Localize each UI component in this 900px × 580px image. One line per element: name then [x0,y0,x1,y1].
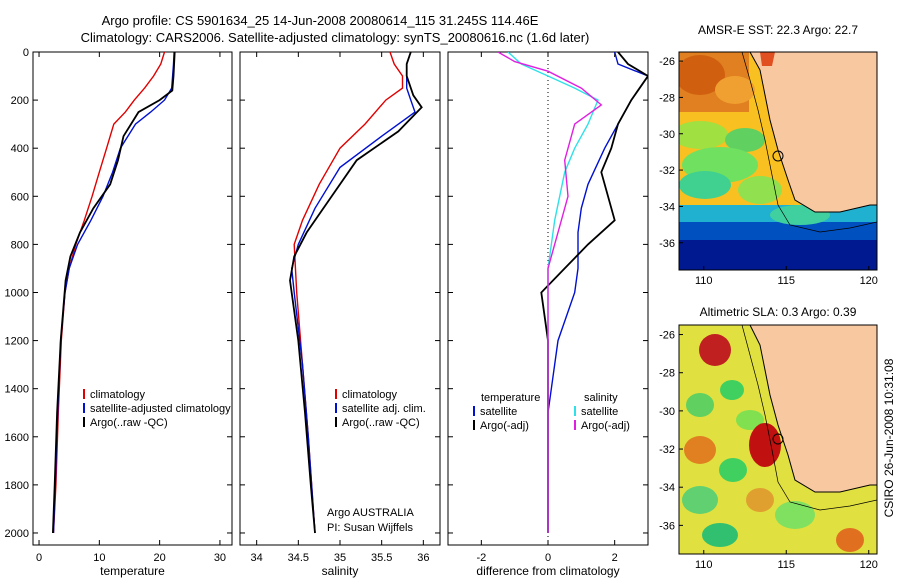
x-tick-label: 2 [612,552,618,564]
x-axis-label: salinity [322,564,359,578]
map-y-tick-label: -36 [659,238,675,250]
legend-entry: satellite [480,406,517,418]
y-tick-label: 0 [23,47,29,59]
map-x-tick-label: 110 [695,275,713,287]
legend-entry: satellite adj. clim. [342,403,426,415]
figure-title-line1: Argo profile: CS 5901634_25 14-Jun-2008 … [102,13,539,28]
series-group [52,52,176,534]
series-line-argo-raw-qc- [52,52,176,534]
temperature-panel: 0 10 20 30 0 200 400 600 800 1000 1200 1400 1600 1800… [5,47,233,578]
sst-map-image [679,52,877,270]
x-tick-label: -2 [476,552,486,564]
y-tick-label: 800 [11,239,29,251]
x-tick-label: 20 [154,552,166,564]
sst-map-title: AMSR-E SST: 22.3 Argo: 22.7 [698,23,858,37]
plot-frame [32,51,233,546]
annotation-line1: Argo AUSTRALIA [327,507,414,519]
sst-map-panel: AMSR-E SST: 22.3 Argo: 22.7 110 115 120 -26… [659,23,878,287]
sla-argo-marker [772,433,784,445]
y-tick-label: 1800 [5,480,29,492]
sst-argo-marker [772,150,784,162]
y-tick-label: 1000 [5,287,29,299]
series-line-satellite-adj-clim- [290,52,416,534]
sla-map-image [679,325,877,554]
y-tick-label: 200 [11,95,29,107]
footer-timestamp: CSIRO 26-Jun-2008 10:31:08 [882,358,896,517]
map-y-tick-label: -36 [659,520,675,532]
legend-entry: climatology [90,389,146,401]
map-x-tick-label: 115 [777,559,795,571]
y-tick-label: 600 [11,191,29,203]
sla-map-title: Altimetric SLA: 0.3 Argo: 0.39 [700,305,857,319]
series-line-argo-raw-qc- [289,52,423,534]
x-tick-label: 0 [36,552,42,564]
x-tick-label: 35 [334,552,346,564]
map-y-tick-label: -32 [659,444,675,456]
series-group [497,52,648,533]
x-tick-label: 30 [214,552,226,564]
x-axis-label: difference from climatology [476,564,619,578]
salinity-panel: 34 34.5 35 35.5 36 salinity climatology satelli… [239,51,441,578]
map-y-tick-label: -34 [659,201,675,213]
map-x-tick-label: 110 [695,559,713,571]
x-axis-label: temperature [100,564,165,578]
series-group [289,52,423,534]
y-tick-label: 2000 [5,528,29,540]
legend-entry: satellite-adjusted climatology [90,403,231,415]
map-y-tick-label: -34 [659,482,675,494]
x-tick-label: 10 [93,552,105,564]
legend-heading-temperature: temperature [481,392,540,404]
legend-entry: satellite [581,406,618,418]
map-x-tick-label: 120 [860,275,878,287]
map-y-tick-label: -30 [659,129,675,141]
x-tick-label: 34 [251,552,263,564]
map-x-tick-label: 115 [777,275,795,287]
map-x-tick-label: 120 [860,559,878,571]
sst-land [749,52,877,213]
sla-map-panel: Altimetric SLA: 0.3 Argo: 0.39 110 115 120… [659,305,878,571]
legend-entry: climatology [342,389,398,401]
legend-heading-salinity: salinity [584,392,618,404]
plot-frame [239,51,441,546]
map-y-tick-label: -32 [659,165,675,177]
y-tick-label: 1200 [5,336,29,348]
figure-title-line2: Climatology: CARS2006. Satellite-adjuste… [81,30,590,45]
legend-entry: Argo(-adj) [480,420,529,432]
x-tick-label: 36 [417,552,429,564]
legend-entry: Argo(..raw -QC) [342,417,420,429]
y-tick-label: 1600 [5,432,29,444]
x-tick-label: 34.5 [288,552,309,564]
x-tick-label: 0 [545,552,551,564]
annotation-line2: PI: Susan Wijffels [327,522,413,534]
map-y-tick-label: -30 [659,406,675,418]
legend-entry: Argo(..raw -QC) [90,417,168,429]
x-tick-label: 35.5 [371,552,392,564]
legend-entry: Argo(-adj) [581,420,630,432]
series-line-salinity-argo-adj- [497,52,603,533]
sla-land [749,325,877,493]
y-tick-label: 400 [11,143,29,155]
map-y-tick-label: -28 [659,92,675,104]
y-tick-label: 1400 [5,384,29,396]
map-y-tick-label: -26 [659,56,675,68]
map-y-tick-label: -28 [659,368,675,380]
map-y-tick-label: -26 [659,330,675,342]
